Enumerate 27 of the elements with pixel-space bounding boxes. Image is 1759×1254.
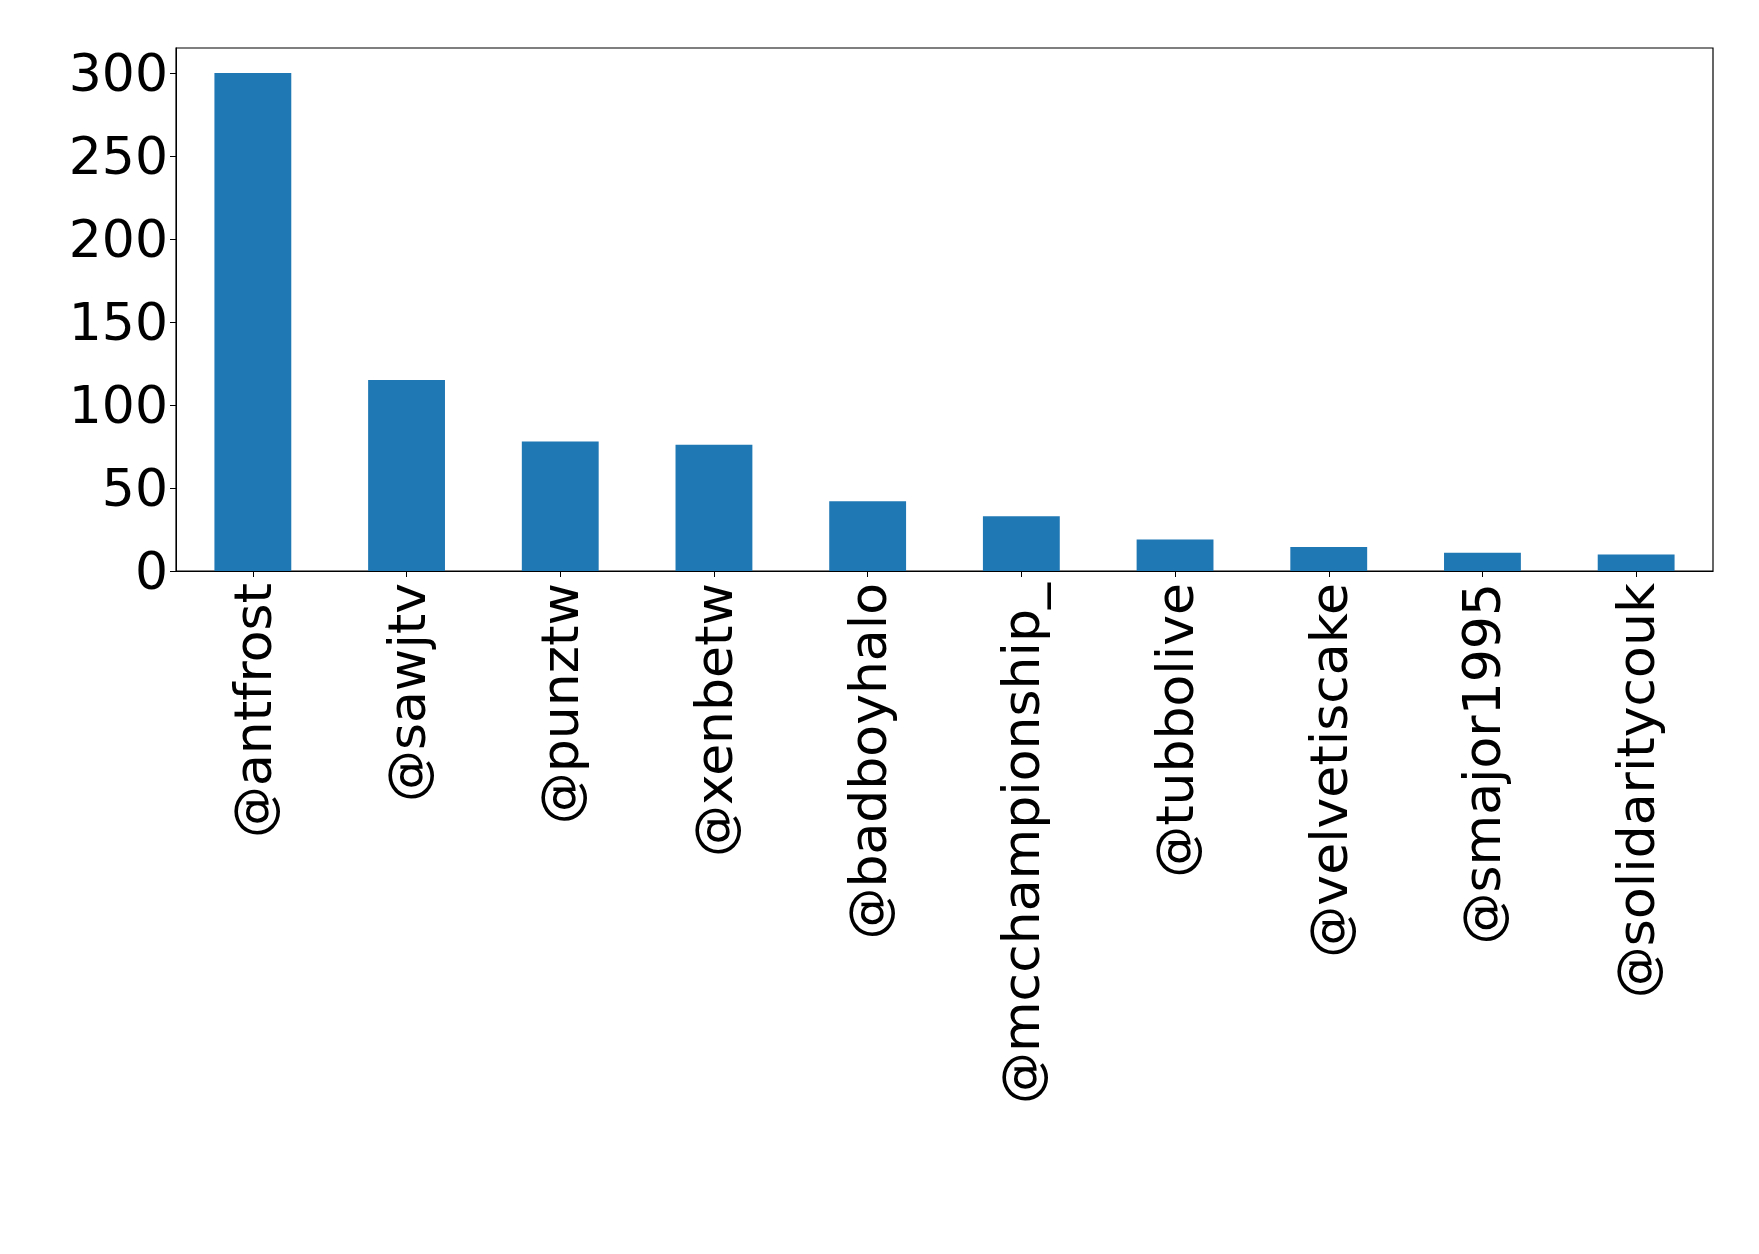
y-tick-label: 300 (68, 42, 168, 103)
x-tick-label: @smajor1995 (1452, 583, 1513, 945)
bar (1444, 552, 1521, 571)
x-tick-label: @antfrost (222, 583, 283, 839)
x-tick-label: @solidaritycouk (1606, 583, 1667, 999)
y-tick-label: 50 (101, 457, 168, 518)
bar (1597, 554, 1675, 571)
x-tick-label: @punztw (530, 583, 591, 825)
y-tick-label: 0 (134, 541, 168, 601)
bar (1290, 546, 1368, 571)
x-tick-label: @tubbolive (1145, 583, 1206, 878)
x-tick-label: @badboyhalo (837, 583, 898, 940)
x-tick-label: @velvetiscake (1298, 583, 1359, 958)
y-tick-label: 150 (68, 291, 168, 352)
bar (675, 444, 753, 571)
y-tick-label: 200 (68, 208, 168, 269)
y-tick-label: 250 (68, 125, 168, 186)
x-tick-label: @mcchampionship_ (991, 582, 1052, 1105)
bar (829, 501, 907, 571)
bar (214, 72, 292, 571)
bar (1136, 539, 1214, 571)
x-tick-label: @sawjtv (376, 583, 437, 803)
bar (368, 380, 445, 571)
bar (521, 441, 599, 571)
bar (982, 516, 1060, 571)
y-tick-label: 100 (68, 374, 168, 435)
x-tick-label: @xenbetw (683, 583, 744, 858)
